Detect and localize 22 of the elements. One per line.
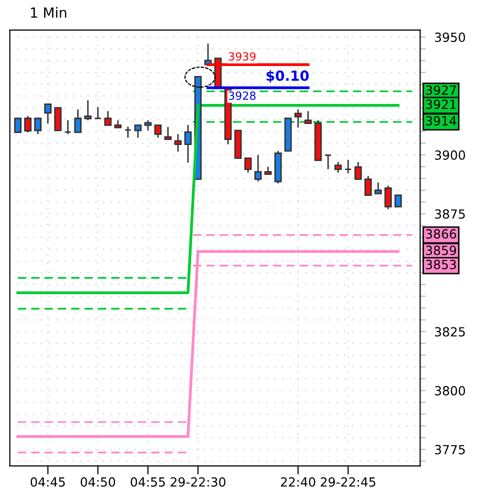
y-tick-label: 3875	[435, 209, 465, 219]
y-tick-label: 3800	[435, 386, 466, 396]
x-tick-label: 29-22:45	[320, 477, 376, 487]
x-tick-label: 22:40	[280, 477, 316, 487]
x-tick-label: 04:45	[30, 477, 65, 487]
ref-line-label: 3914	[426, 116, 456, 126]
y-tick-label: 3900	[435, 150, 466, 160]
x-tick-label: 29-22:30	[170, 477, 226, 487]
chart-title: 1 Min	[31, 7, 66, 18]
ref-line-label: 3921	[426, 100, 456, 110]
y-tick-label: 3950	[435, 32, 466, 42]
ref-line-label: 3859	[426, 246, 456, 256]
series-label: 3928	[228, 91, 256, 100]
series-label: 3939	[228, 52, 256, 61]
x-tick-label: 04:55	[130, 477, 165, 487]
annotation: $0.10	[266, 70, 309, 83]
ref-line-label: 3866	[426, 229, 456, 239]
ref-line-label: 3853	[426, 260, 456, 270]
y-tick-label: 3825	[435, 327, 465, 337]
x-tick-label: 04:50	[80, 477, 116, 487]
y-tick-label: 3775	[435, 444, 465, 454]
ref-line-label: 3927	[426, 85, 456, 95]
